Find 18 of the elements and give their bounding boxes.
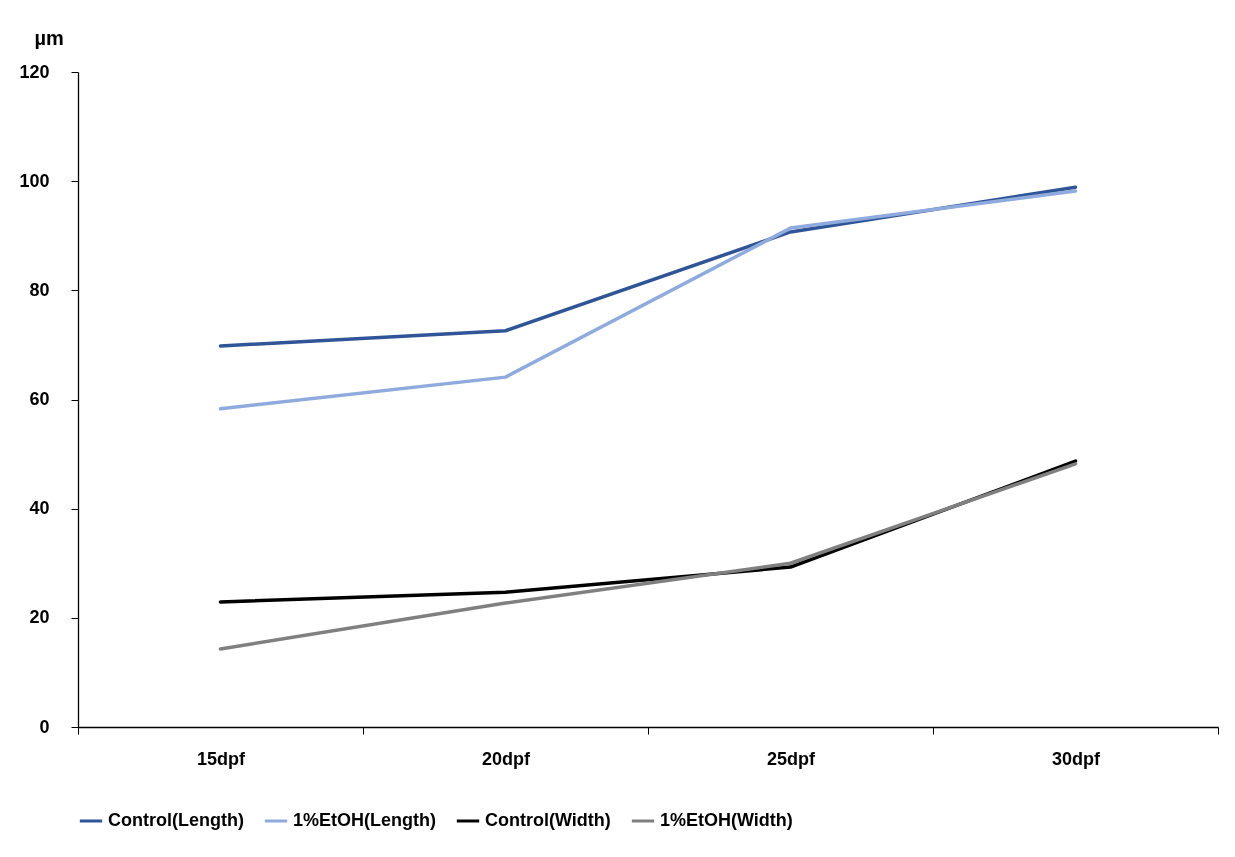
legend-label: 1%EtOH(Length) — [293, 810, 436, 830]
x-tick-label: 15dpf — [196, 748, 246, 769]
y-tick-label: 40 — [29, 498, 50, 519]
x-tick-label: 30dpf — [1051, 748, 1101, 769]
y-tick-label: 100 — [19, 170, 50, 191]
x-tick-label: 20dpf — [481, 748, 531, 769]
legend-label: Control(Length) — [108, 810, 244, 830]
legend-label: Control(Width) — [485, 810, 611, 830]
legend-label: 1%EtOH(Width) — [660, 810, 793, 830]
y-tick-label: 80 — [29, 279, 50, 300]
line-series — [218, 189, 1078, 411]
y-axis-title: µm — [34, 26, 64, 49]
y-tick-label: 120 — [19, 61, 50, 82]
x-tick-label: 25dpf — [766, 748, 816, 769]
y-tick-label: 20 — [29, 607, 50, 628]
y-tick-label: 60 — [29, 389, 50, 409]
y-tick-label: 0 — [39, 716, 50, 737]
line-series — [218, 462, 1078, 651]
